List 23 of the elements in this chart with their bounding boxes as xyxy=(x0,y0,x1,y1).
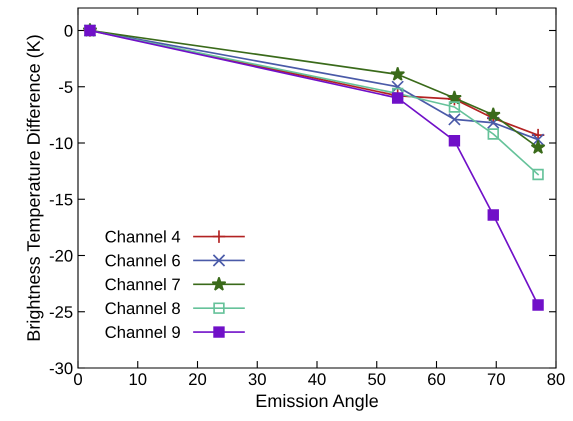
x-tick-label: 50 xyxy=(368,373,386,386)
legend-label: Channel 6 xyxy=(106,254,180,266)
y-tick-label: -5 xyxy=(59,81,72,93)
x-tick-label: 20 xyxy=(189,373,206,386)
legend-label: Channel 7 xyxy=(106,278,180,290)
x-tick-label: 40 xyxy=(308,373,326,386)
legend-label: Channel 9 xyxy=(106,326,180,338)
x-tick-label: 60 xyxy=(428,373,446,386)
x-tick-label: 80 xyxy=(547,373,565,386)
y-tick-label: -15 xyxy=(50,194,72,206)
x-tick-label: 30 xyxy=(248,373,266,386)
y-tick-label: -30 xyxy=(50,362,72,374)
y-tick-label: 0 xyxy=(64,24,72,37)
legend-label: Channel 8 xyxy=(106,302,180,314)
y-axis-title: Brightness Temperature Difference (K) xyxy=(26,35,44,340)
y-tick-label: -20 xyxy=(50,250,72,262)
x-tick-label: 70 xyxy=(488,373,505,386)
x-axis-title: Emission Angle xyxy=(256,394,378,411)
legend-label: Channel 4 xyxy=(106,230,180,243)
y-tick-label: -25 xyxy=(50,306,72,318)
y-tick-label: -10 xyxy=(50,137,72,150)
x-tick-label: 10 xyxy=(130,373,146,386)
x-tick-label: 0 xyxy=(74,373,82,386)
